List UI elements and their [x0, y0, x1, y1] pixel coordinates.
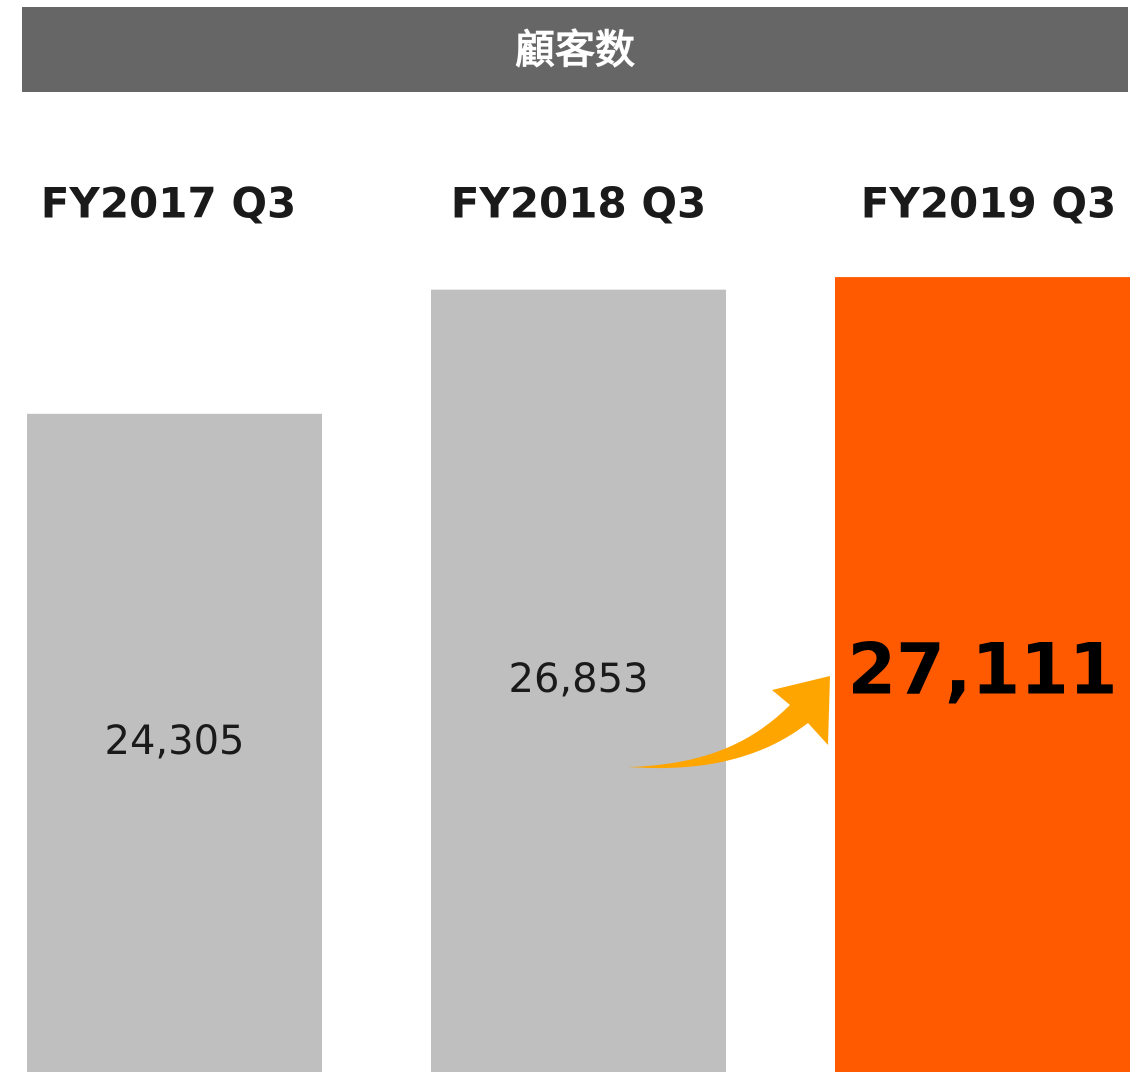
x-category-label: FY2019 Q3 [861, 179, 1117, 228]
bar [431, 289, 726, 1072]
value-label: 26,853 [509, 656, 649, 702]
growth-arrow [628, 676, 830, 769]
bar [27, 413, 322, 1072]
x-category-label: FY2017 Q3 [41, 179, 297, 228]
x-category-label: FY2018 Q3 [451, 179, 707, 228]
value-label: 27,111 [847, 629, 1117, 711]
chart-title: 顧客数 [515, 27, 635, 73]
title-bar [22, 7, 1128, 92]
value-label: 24,305 [105, 718, 245, 764]
bar [835, 277, 1130, 1072]
